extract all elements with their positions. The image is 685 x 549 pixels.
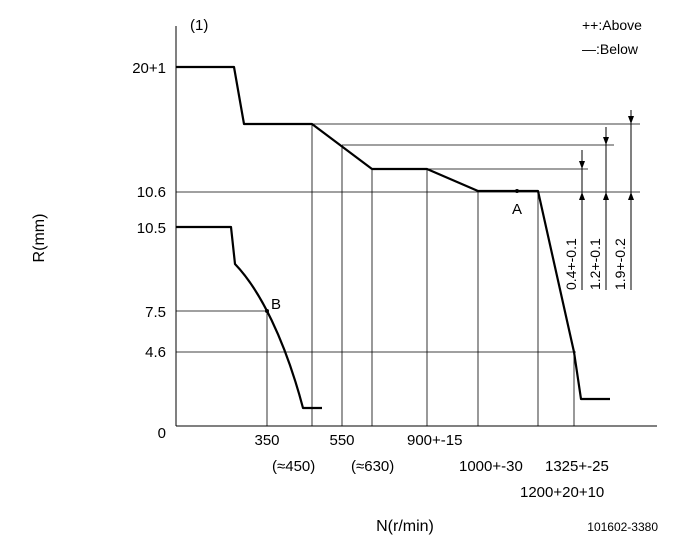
y-tick-label: 4.6	[145, 344, 166, 361]
y-tick-label: 20+1	[132, 60, 166, 77]
x-tick-label: (≈450)	[272, 458, 315, 475]
y-tick-label: 10.5	[137, 220, 166, 237]
x-axis-label: N(r/min)	[376, 518, 434, 535]
point-a-label: A	[512, 201, 522, 218]
arrow-up-icon	[603, 192, 609, 200]
arrow-up-icon	[579, 192, 585, 200]
y-tick-label: 7.5	[145, 304, 166, 321]
x-tick-label: 350	[254, 432, 279, 449]
arrow-down-icon	[579, 161, 585, 169]
dimension-arrows	[265, 110, 634, 313]
curves	[176, 65, 610, 410]
dimension-label: 0.4+-0.1	[563, 238, 579, 290]
drawing-number: 101602-3380	[587, 520, 658, 534]
y-tick-label: 10.6	[137, 184, 166, 201]
lower-curve	[176, 225, 322, 410]
x-tick-label: 550	[329, 432, 354, 449]
legend-above: ++:Above	[582, 17, 642, 33]
dimension-label: 1.9+-0.2	[612, 238, 628, 290]
legend-below: —:Below	[582, 41, 639, 57]
point-b-label: B	[271, 296, 281, 313]
x-tick-label: 1325+-25	[545, 458, 609, 475]
point-a-marker	[515, 189, 519, 193]
y-tick-label: 0	[158, 425, 166, 442]
arrow-down-icon	[603, 137, 609, 145]
labels: (1) ++:Above —:Below 20+1 10.6 10.5 7.5 4.6 0 350…	[31, 17, 658, 535]
x-tick-label: 1000+-30	[459, 458, 523, 475]
y-axis-label: R(mm)	[31, 214, 48, 263]
point-b-marker	[265, 309, 269, 313]
arrow-up-icon	[628, 192, 634, 200]
guide-lines	[176, 123, 640, 426]
x-tick-label: (≈630)	[351, 458, 394, 475]
figure-label: (1)	[190, 17, 208, 34]
x-tick-label: 1200+20+10	[520, 484, 604, 501]
x-tick-label: 900+-15	[407, 432, 462, 449]
arrow-down-icon	[628, 116, 634, 124]
axes	[175, 26, 657, 427]
upper-curve	[176, 65, 610, 401]
dimension-label: 1.2+-0.1	[587, 238, 603, 290]
